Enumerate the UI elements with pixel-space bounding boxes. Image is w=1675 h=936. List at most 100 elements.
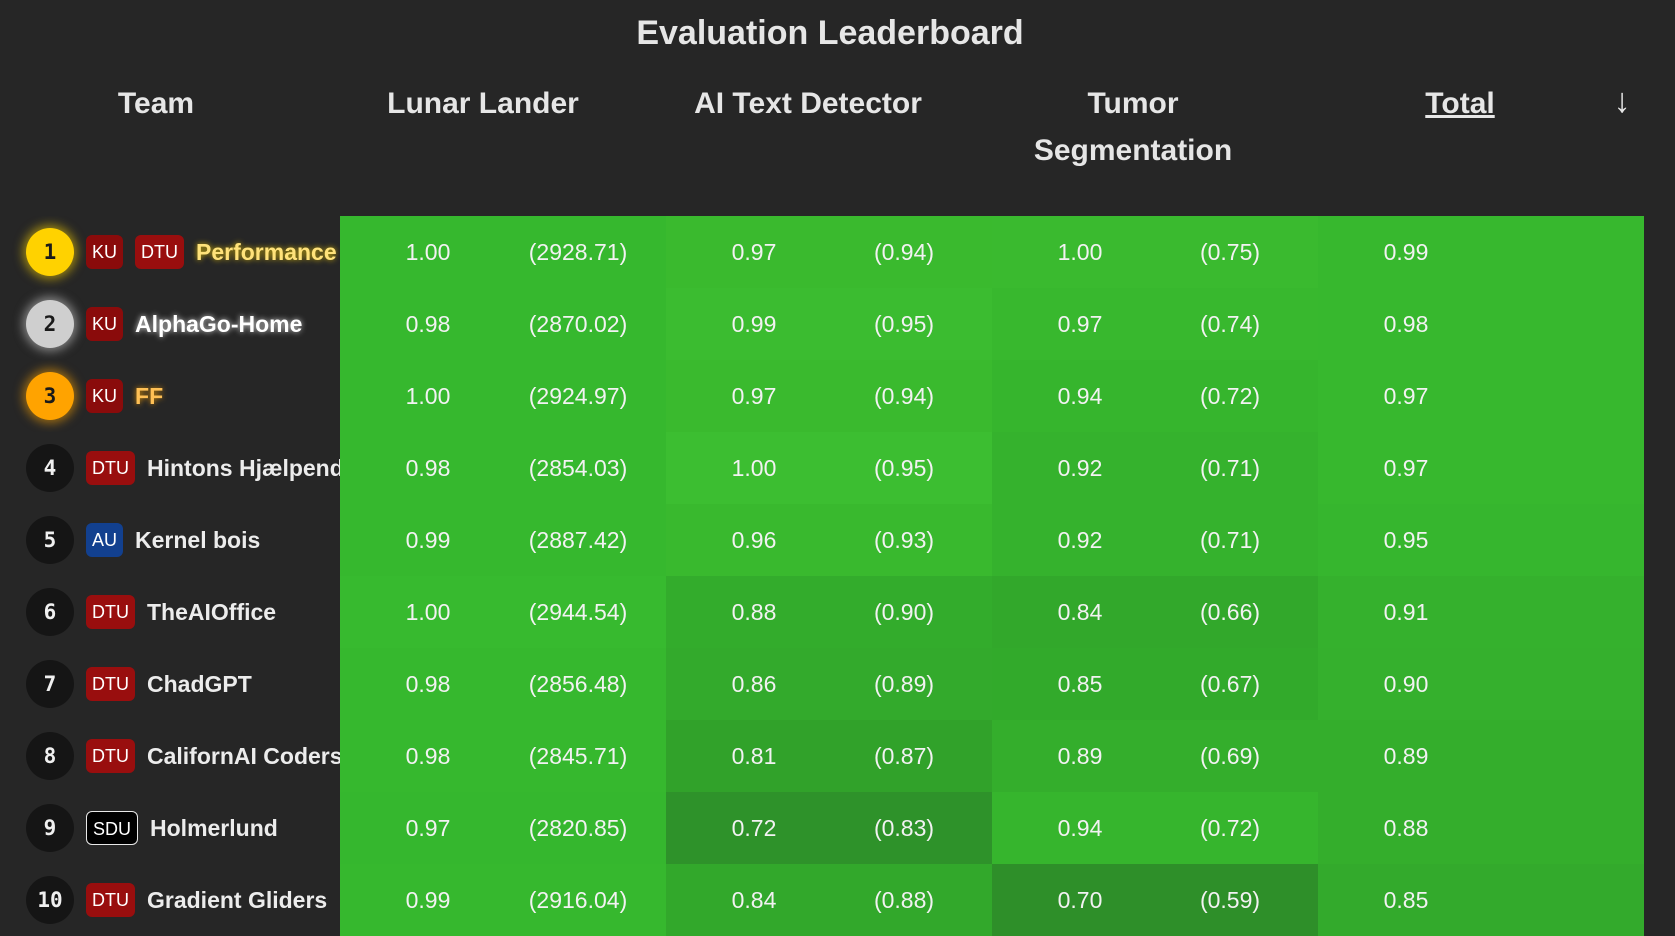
- header-ai-text-detector[interactable]: AI Text Detector: [694, 87, 922, 120]
- total-score-cell: 0.88: [1318, 792, 1644, 864]
- team-name[interactable]: Holmerlund: [150, 814, 278, 841]
- ai-score: 0.84: [731, 887, 777, 913]
- ai-raw-score: (0.93): [873, 527, 935, 553]
- total-score: 0.95: [1383, 527, 1429, 553]
- tumor-score: 0.92: [1057, 455, 1103, 481]
- team-name[interactable]: AlphaGo-Home: [135, 310, 303, 337]
- team-name[interactable]: Gradient Gliders: [147, 886, 328, 913]
- total-score-cell: 0.95: [1318, 504, 1644, 576]
- header-total[interactable]: Total: [1425, 87, 1495, 120]
- lunar-score-cell: 1.00 (2924.97): [340, 360, 666, 432]
- university-badge-ku: KU: [86, 307, 124, 341]
- lunar-score: 1.00: [405, 239, 451, 265]
- lunar-score: 0.98: [405, 743, 451, 769]
- rank-badge: 6: [26, 588, 74, 636]
- team-cell: 6 DTU TheAIOffice: [0, 576, 340, 648]
- lunar-score: 0.98: [405, 311, 451, 337]
- header-tumor-segmentation[interactable]: Tumor Segmentation: [1033, 87, 1233, 167]
- lunar-score: 1.00: [405, 383, 451, 409]
- ai-score-cell: 0.99 (0.95): [666, 288, 992, 360]
- team-name[interactable]: Hintons Hjælpende: [147, 454, 340, 481]
- team-name[interactable]: ChadGPT: [147, 670, 252, 697]
- ai-score: 0.99: [731, 311, 777, 337]
- ai-score: 0.86: [731, 671, 777, 697]
- team-name[interactable]: FF: [135, 382, 164, 409]
- table-row: 0.98 (2854.03) 1.00 (0.95) 0.92 (0.71) 0.97 4 DT…: [0, 432, 1675, 504]
- lunar-raw-score: (2820.85): [528, 815, 628, 841]
- total-score-cell: 0.89: [1318, 720, 1644, 792]
- rank-badge: 1: [26, 228, 74, 276]
- lunar-score-cell: 0.99 (2916.04): [340, 864, 666, 936]
- ai-score: 0.97: [731, 383, 777, 409]
- ai-score-cell: 0.84 (0.88): [666, 864, 992, 936]
- ai-score-cell: 0.97 (0.94): [666, 216, 992, 288]
- tumor-raw-score: (0.69): [1199, 743, 1261, 769]
- table-row: 1.00 (2928.71) 0.97 (0.94) 1.00 (0.75) 0.99 1 KU…: [0, 216, 1675, 288]
- lunar-raw-score: (2854.03): [528, 455, 628, 481]
- ai-score-cell: 1.00 (0.95): [666, 432, 992, 504]
- team-cell: 1 KU DTU Performance: [0, 216, 340, 288]
- team-badges: SDU Holmerlund: [86, 810, 278, 846]
- team-badges: DTU CalifornAI Coders: [86, 738, 340, 774]
- tumor-score-cell: 0.94 (0.72): [992, 360, 1318, 432]
- lunar-score: 0.98: [405, 671, 451, 697]
- ai-score: 0.81: [731, 743, 777, 769]
- total-score-cell: 0.85: [1318, 864, 1644, 936]
- team-name[interactable]: Kernel bois: [135, 526, 261, 553]
- team-cell: 10 DTU Gradient Gliders: [0, 864, 340, 936]
- team-badges: DTU TheAIOffice: [86, 594, 276, 630]
- tumor-score-cell: 0.70 (0.59): [992, 864, 1318, 936]
- team-name[interactable]: Performance: [196, 238, 337, 265]
- ai-score-cell: 0.96 (0.93): [666, 504, 992, 576]
- table-row: 0.98 (2870.02) 0.99 (0.95) 0.97 (0.74) 0.98 2 KU…: [0, 288, 1675, 360]
- university-badge-dtu: DTU: [86, 595, 135, 629]
- ai-score: 0.72: [731, 815, 777, 841]
- tumor-score: 0.94: [1057, 815, 1103, 841]
- ai-score: 0.97: [731, 239, 777, 265]
- sort-descending-icon[interactable]: ↓: [1613, 82, 1631, 120]
- table-row: 0.98 (2845.71) 0.81 (0.87) 0.89 (0.69) 0.89 8 DT…: [0, 720, 1675, 792]
- university-badge-ku: KU: [86, 235, 124, 269]
- ai-raw-score: (0.95): [873, 311, 935, 337]
- ai-score-cell: 0.72 (0.83): [666, 792, 992, 864]
- lunar-score-cell: 1.00 (2928.71): [340, 216, 666, 288]
- team-badges: KU AlphaGo-Home: [86, 306, 302, 342]
- ai-score-cell: 0.81 (0.87): [666, 720, 992, 792]
- ai-raw-score: (0.83): [873, 815, 935, 841]
- team-badges: KU FF: [86, 378, 163, 414]
- total-score-cell: 0.91: [1318, 576, 1644, 648]
- team-cell: 5 AU Kernel bois: [0, 504, 340, 576]
- tumor-raw-score: (0.71): [1199, 527, 1261, 553]
- tumor-raw-score: (0.72): [1199, 383, 1261, 409]
- rank-badge: 7: [26, 660, 74, 708]
- university-badge-sdu: SDU: [86, 811, 139, 845]
- table-row: 0.99 (2916.04) 0.84 (0.88) 0.70 (0.59) 0.85 10 D…: [0, 864, 1675, 936]
- tumor-raw-score: (0.67): [1199, 671, 1261, 697]
- ai-score: 0.88: [731, 599, 777, 625]
- lunar-raw-score: (2944.54): [528, 599, 628, 625]
- lunar-raw-score: (2924.97): [528, 383, 628, 409]
- tumor-score: 0.89: [1057, 743, 1103, 769]
- rank-badge: 5: [26, 516, 74, 564]
- tumor-score-cell: 0.92 (0.71): [992, 504, 1318, 576]
- table-row: 1.00 (2944.54) 0.88 (0.90) 0.84 (0.66) 0.91 6 DT…: [0, 576, 1675, 648]
- ai-score: 1.00: [731, 455, 777, 481]
- total-score: 0.90: [1383, 671, 1429, 697]
- header-team[interactable]: Team: [117, 87, 195, 120]
- ai-score-cell: 0.88 (0.90): [666, 576, 992, 648]
- header-lunar-lander[interactable]: Lunar Lander: [387, 87, 579, 120]
- ai-raw-score: (0.88): [873, 887, 935, 913]
- total-score: 0.88: [1383, 815, 1429, 841]
- total-score: 0.89: [1383, 743, 1429, 769]
- university-badge-dtu: DTU: [86, 667, 135, 701]
- rank-badge: 10: [26, 876, 74, 924]
- lunar-raw-score: (2916.04): [528, 887, 628, 913]
- university-badge-dtu: DTU: [86, 883, 135, 917]
- team-name[interactable]: CalifornAI Coders: [147, 742, 340, 769]
- university-badge-ku: KU: [86, 379, 124, 413]
- university-badge-au: AU: [86, 523, 124, 557]
- team-name[interactable]: TheAIOffice: [147, 598, 277, 625]
- lunar-score: 0.99: [405, 887, 451, 913]
- ai-raw-score: (0.94): [873, 239, 935, 265]
- tumor-score: 0.92: [1057, 527, 1103, 553]
